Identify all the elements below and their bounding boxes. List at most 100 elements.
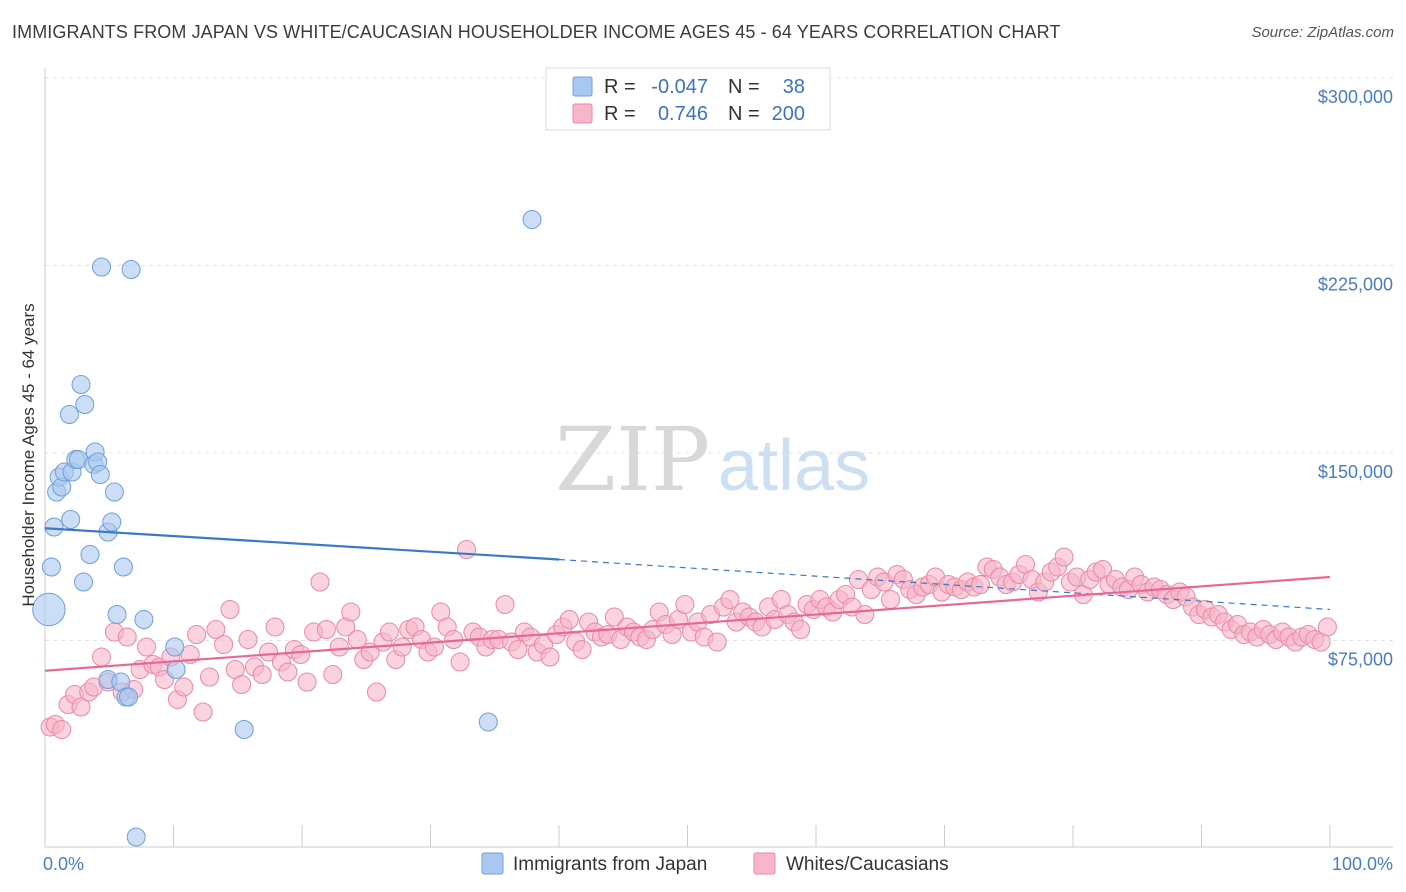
legend-r-label-white: R =: [604, 103, 636, 125]
point-white: [367, 682, 386, 702]
y-axis-title: Householder Income Ages 45 - 64 years: [19, 303, 38, 606]
point-white: [971, 575, 990, 594]
point-white: [193, 702, 213, 722]
point-japan: [32, 592, 66, 627]
point-white: [174, 677, 194, 697]
point-white: [424, 637, 444, 657]
legend-r-value-white: 0.746: [658, 103, 708, 125]
trend-line-japan-extension: [558, 558, 1331, 611]
point-white: [278, 662, 298, 682]
point-white: [540, 647, 560, 667]
point-white: [450, 652, 470, 672]
legend-n-label-white: N =: [728, 103, 760, 125]
point-japan: [107, 605, 127, 624]
point-japan: [80, 545, 100, 564]
trend-lines: [44, 527, 1331, 672]
point-japan: [92, 257, 111, 277]
point-japan: [102, 512, 122, 532]
point-japan: [41, 557, 61, 577]
point-white: [200, 667, 219, 687]
point-japan: [59, 405, 79, 424]
bottom-legend-swatch-japan: [481, 852, 504, 875]
gridlines: [45, 77, 1393, 641]
point-white: [341, 602, 361, 622]
source-credit: Source: ZipAtlas.com: [1251, 24, 1394, 41]
watermark: ZIP atlas: [555, 408, 870, 511]
point-white: [214, 635, 234, 654]
point-white: [297, 672, 317, 692]
legend-swatch-white: [572, 103, 593, 124]
trend-line-white: [44, 575, 1331, 672]
y-tick-label: $300,000: [1318, 87, 1393, 107]
legend-r-value-japan: -0.047: [651, 76, 708, 98]
point-white: [117, 627, 137, 647]
point-japan: [126, 827, 146, 847]
watermark-atlas: atlas: [718, 426, 870, 506]
point-japan: [104, 482, 124, 502]
trend-line-japan: [44, 527, 560, 561]
legend-box: R = -0.047 N = 38 R = 0.746 N = 200: [545, 67, 831, 131]
point-white: [323, 665, 343, 684]
point-white: [881, 590, 900, 609]
point-white: [71, 697, 91, 717]
point-white: [187, 625, 207, 644]
point-white: [329, 637, 349, 657]
legend-r-label-japan: R =: [604, 76, 636, 98]
point-white: [52, 720, 72, 739]
point-japan: [234, 720, 254, 739]
point-japan: [522, 210, 542, 229]
point-white: [1317, 617, 1337, 637]
point-white: [252, 665, 272, 684]
point-white: [457, 540, 476, 559]
point-white: [265, 617, 285, 637]
point-white: [92, 647, 111, 667]
point-white: [291, 645, 311, 664]
bottom-legend-label-japan: Immigrants from Japan: [513, 854, 707, 875]
point-japan: [44, 517, 64, 537]
x-tick-label-start: 0.0%: [43, 854, 84, 874]
point-japan: [478, 712, 498, 732]
point-japan: [61, 510, 81, 529]
point-white: [206, 620, 226, 639]
point-japan: [75, 395, 95, 414]
point-japan: [165, 637, 185, 657]
point-white: [379, 622, 399, 642]
point-white: [392, 637, 412, 657]
point-white: [675, 595, 695, 614]
point-white: [855, 605, 875, 624]
legend-swatch-japan: [572, 76, 593, 97]
point-white: [1054, 547, 1074, 567]
legend-n-value-japan: 38: [783, 76, 805, 98]
point-white: [137, 637, 156, 657]
point-white: [720, 590, 740, 609]
point-japan: [121, 260, 141, 279]
data-points: [32, 210, 1337, 847]
bottom-legend-swatch-white: [753, 852, 776, 875]
axes: $75,000 $150,000 $225,000 $300,000 0.0% 100.0…: [43, 68, 1393, 874]
y-tick-label: $75,000: [1328, 650, 1393, 670]
point-white: [604, 607, 624, 627]
point-white: [316, 620, 336, 639]
point-japan: [90, 465, 110, 484]
point-white: [259, 642, 279, 662]
legend-n-label-japan: N =: [728, 76, 760, 98]
point-japan: [119, 687, 138, 707]
point-japan: [74, 572, 93, 592]
point-white: [220, 600, 240, 619]
point-white: [232, 675, 252, 694]
point-japan: [113, 557, 133, 577]
chart-title: IMMIGRANTS FROM JAPAN VS WHITE/CAUCASIAN…: [12, 22, 1061, 42]
point-japan: [134, 610, 154, 629]
legend-n-value-white: 200: [772, 103, 805, 125]
point-white: [495, 595, 515, 614]
point-white: [572, 640, 592, 659]
bottom-legend-label-white: Whites/Caucasians: [786, 854, 949, 875]
point-japan: [71, 375, 91, 394]
point-white: [707, 632, 727, 652]
x-tick-label-end: 100.0%: [1332, 854, 1393, 874]
y-tick-label: $225,000: [1318, 275, 1393, 295]
point-japan: [166, 660, 186, 679]
watermark-zip: ZIP: [555, 408, 710, 511]
point-white: [559, 610, 579, 629]
